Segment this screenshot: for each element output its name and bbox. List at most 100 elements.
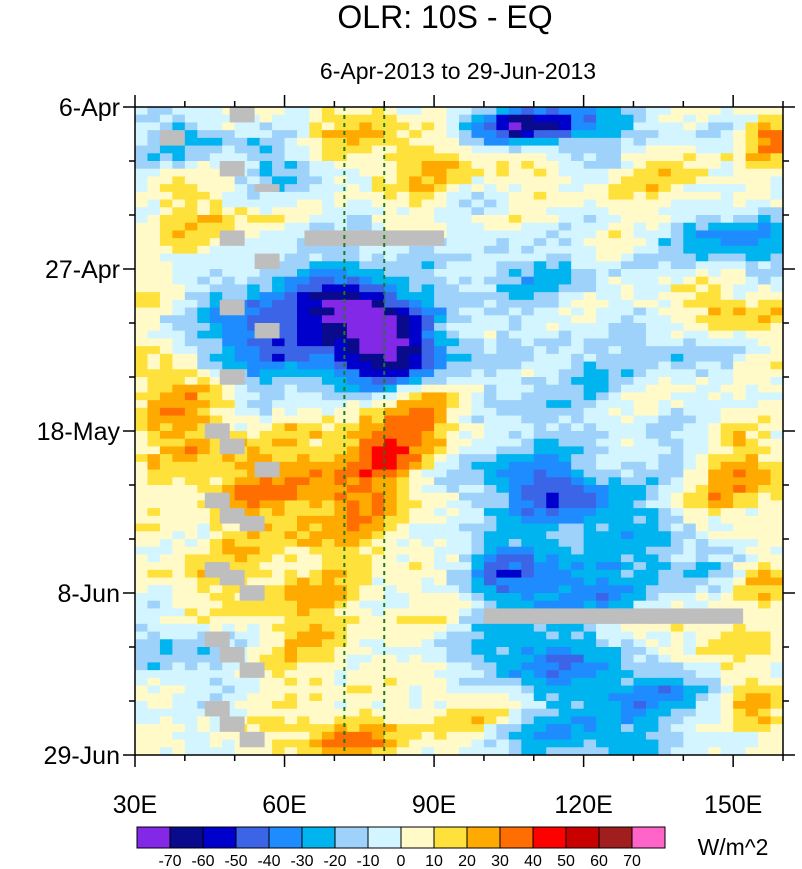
field-cell	[284, 122, 298, 131]
field-cell	[508, 531, 522, 540]
field-cell	[720, 199, 734, 208]
field-cell	[446, 323, 460, 332]
field-cell	[645, 739, 659, 748]
field-cell	[359, 623, 373, 633]
field-cell	[222, 662, 236, 671]
field-cell	[371, 392, 385, 401]
field-cell	[521, 438, 535, 448]
field-cell	[309, 161, 323, 170]
field-cell	[434, 685, 448, 694]
field-cell	[621, 654, 635, 664]
colorbar-tick-label: -50	[224, 853, 247, 869]
field-cell	[571, 207, 585, 216]
field-cell	[334, 446, 348, 455]
field-cell	[384, 284, 398, 293]
field-cell	[471, 145, 485, 154]
field-cell	[147, 639, 161, 648]
field-cell	[421, 184, 435, 193]
field-cell	[421, 392, 435, 401]
field-cell	[421, 315, 435, 324]
field-cell	[209, 269, 223, 278]
field-cell	[446, 276, 460, 286]
field-cell	[135, 639, 149, 648]
field-cell	[658, 461, 672, 471]
field-cell	[384, 245, 398, 255]
field-cell	[421, 307, 435, 316]
field-cell	[546, 238, 560, 247]
field-cell	[733, 539, 747, 548]
field-cell	[533, 593, 547, 602]
field-cell	[658, 253, 672, 262]
field-cell	[708, 477, 722, 486]
field-cell	[533, 276, 547, 286]
field-cell	[396, 276, 410, 286]
field-cell	[758, 631, 772, 640]
field-cell	[621, 539, 635, 548]
field-cell	[446, 230, 460, 239]
field-cell	[658, 708, 672, 718]
field-cell	[645, 569, 659, 579]
field-cell	[508, 431, 522, 440]
field-cell	[159, 677, 173, 687]
field-cell	[371, 654, 385, 664]
field-cell	[770, 107, 783, 116]
field-cell	[546, 415, 560, 424]
field-cell	[297, 631, 311, 640]
field-cell	[658, 392, 672, 401]
field-cell	[621, 477, 635, 486]
field-cell	[247, 330, 261, 340]
field-cell	[558, 623, 572, 633]
field-cell	[346, 199, 360, 208]
field-cell	[733, 292, 747, 301]
field-cell	[297, 176, 311, 185]
field-cell	[583, 415, 597, 424]
field-cell	[508, 153, 522, 162]
field-cell	[708, 492, 722, 502]
field-cell	[234, 222, 248, 232]
field-cell	[259, 400, 273, 409]
field-cell	[658, 423, 672, 432]
field-cell	[172, 423, 186, 432]
field-cell	[159, 693, 173, 702]
field-cell	[159, 400, 173, 409]
field-cell	[409, 315, 423, 324]
field-cell	[483, 253, 497, 262]
field-cell	[645, 392, 659, 401]
field-cell	[521, 377, 535, 386]
field-cell	[172, 438, 186, 448]
field-cell	[571, 477, 585, 486]
field-cell	[645, 145, 659, 154]
field-cell	[471, 670, 485, 679]
field-cell	[658, 515, 672, 525]
field-cell	[409, 608, 423, 617]
field-cell	[309, 639, 323, 648]
field-cell	[508, 623, 522, 633]
field-cell	[309, 191, 323, 201]
field-cell	[334, 407, 348, 417]
field-cell	[409, 677, 423, 687]
field-cell	[459, 454, 473, 463]
field-cell	[596, 353, 610, 363]
field-cell	[334, 662, 348, 671]
field-cell	[521, 215, 535, 224]
field-cell	[471, 461, 485, 471]
field-cell	[135, 677, 149, 687]
field-cell	[459, 330, 473, 340]
field-cell	[434, 353, 448, 363]
field-cell	[371, 330, 385, 340]
field-cell	[147, 153, 161, 162]
field-cell	[720, 238, 734, 247]
field-cell	[720, 577, 734, 586]
field-cell	[135, 438, 149, 448]
field-cell	[583, 539, 597, 548]
field-cell	[234, 747, 248, 755]
field-cell	[334, 191, 348, 201]
field-cell	[434, 724, 448, 733]
field-cell	[583, 261, 597, 270]
field-cell	[608, 299, 622, 309]
field-cell	[184, 523, 198, 532]
field-cell	[683, 423, 697, 432]
field-cell	[695, 508, 709, 517]
field-cell	[708, 531, 722, 540]
field-cell	[496, 600, 510, 610]
